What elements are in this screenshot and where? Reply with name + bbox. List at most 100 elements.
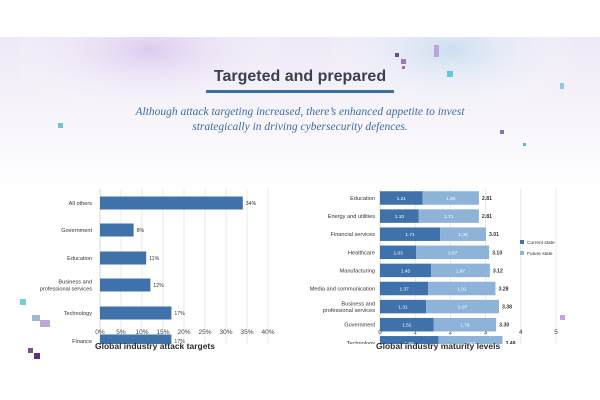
bar [100, 196, 243, 210]
current-value-label: 1.52 [402, 323, 412, 329]
bar-future-state [440, 227, 486, 241]
category-label: Financial services [331, 232, 376, 238]
total-value-label: 2.81 [482, 214, 492, 220]
x-tick-label: 25% [198, 329, 211, 336]
bar-current-state [380, 336, 439, 344]
category-label: Energy and utilities [328, 214, 375, 220]
x-tick-label: 0% [95, 329, 105, 336]
attack-targets-chart-title: Global industry attack targets [95, 341, 215, 351]
bar [100, 223, 134, 237]
future-value-label: 1.67 [456, 268, 466, 274]
category-label: Healthcare [348, 250, 375, 256]
bar-value-label: 17% [174, 339, 185, 344]
bar-future-state [431, 263, 490, 278]
bar-current-state [380, 209, 419, 223]
category-label: Technology [347, 341, 376, 344]
x-tick-label: 40% [261, 329, 274, 336]
bar-value-label: 12% [153, 283, 164, 289]
bar-value-label: 8% [137, 228, 145, 234]
category-label: Education [67, 256, 92, 262]
bar-future-state [428, 281, 496, 296]
x-tick-label: 0 [378, 329, 382, 336]
legend-label-current-state: Current state [527, 240, 555, 246]
category-label: Government [61, 228, 92, 234]
x-tick-label: 10% [135, 329, 148, 336]
bar-future-state [422, 191, 479, 205]
category-label: All others [69, 201, 93, 207]
total-value-label: 3.48 [505, 341, 515, 344]
x-tick-label: 3 [484, 329, 488, 336]
future-value-label: 1.91 [457, 287, 467, 293]
current-value-label: 1.10 [395, 214, 405, 220]
bar-future-state [418, 209, 479, 223]
x-tick-label: 5 [554, 329, 558, 336]
slide: Targeted and prepared Although attack ta… [0, 37, 600, 363]
bar-current-state [380, 299, 427, 314]
bar-current-state [380, 245, 417, 260]
category-label: Finance [72, 339, 92, 344]
category-label: Government [344, 323, 375, 329]
current-value-label: 1.45 [401, 268, 411, 274]
x-tick-label: 2 [449, 329, 453, 336]
bar-value-label: 17% [174, 311, 185, 317]
total-value-label: 3.38 [502, 305, 512, 311]
attack-targets-chart: 0% 5% 10% 15% 20% 25% 30% 35% 40% 34% All others 8%… [40, 189, 275, 344]
x-tick-label: 15% [156, 329, 169, 336]
legend-swatch-current-state [520, 240, 524, 244]
legend-label-future-state: Future state [527, 251, 553, 257]
x-tick-label: 5% [116, 329, 126, 336]
category-label: Manufacturing [340, 268, 375, 274]
bar-current-state [380, 317, 434, 332]
category-label: Media and communication [310, 287, 375, 293]
future-value-label: 1.60 [446, 196, 456, 202]
current-value-label: 1.21 [397, 196, 407, 202]
subtitle-line-1: Although attack targeting increased, the… [135, 106, 465, 118]
bar [100, 334, 172, 344]
category-label: Business and professional services [323, 301, 375, 314]
total-value-label: 3.30 [499, 323, 509, 329]
subtitle-line-2: strategically in driving cybersecurity d… [192, 121, 408, 133]
x-tick-label: 30% [219, 329, 232, 336]
bar-future-state [416, 245, 490, 260]
future-value-label: 1.30 [458, 232, 468, 238]
bar [100, 306, 172, 320]
total-value-label: 3.28 [498, 287, 508, 293]
maturity-levels-chart: 0 1 2 3 4 5 1.21 1.60 2.81 Education 1.10 1.71 2.81 E… [310, 189, 558, 344]
total-value-label: 3.01 [489, 232, 499, 238]
bar [100, 278, 151, 292]
page-subtitle: Although attack targeting increased, the… [40, 105, 560, 135]
x-tick-label: 20% [177, 329, 190, 336]
future-value-label: 2.07 [458, 305, 468, 311]
future-value-label: 1.82 [466, 341, 476, 344]
bar-future-state [426, 299, 499, 314]
bar-value-label: 34% [246, 201, 257, 207]
bar-value-label: 11% [149, 256, 159, 262]
bar-current-state [380, 263, 432, 278]
title-underline [206, 90, 394, 93]
x-tick-label: 4 [519, 329, 523, 336]
category-label: Technology [64, 311, 93, 317]
bar-future-state [438, 336, 503, 344]
page-title: Targeted and prepared [213, 68, 387, 85]
bar-future-state [433, 317, 497, 332]
future-value-label: 1.71 [444, 214, 454, 220]
current-value-label: 1.37 [399, 287, 409, 293]
total-value-label: 2.81 [482, 196, 492, 202]
current-value-label: 1.03 [393, 250, 403, 256]
future-value-label: 1.78 [460, 323, 470, 329]
current-value-label: 1.66 [405, 341, 415, 344]
maturity-levels-chart-title: Global industry maturity levels [376, 341, 501, 351]
total-value-label: 3.10 [492, 250, 502, 256]
background-decoration [20, 37, 570, 359]
category-label: Business and professional services [40, 280, 92, 293]
bar [100, 251, 147, 265]
bar-current-state [380, 227, 441, 241]
current-value-label: 1.31 [398, 305, 408, 311]
x-tick-label: 1 [413, 329, 417, 336]
legend-swatch-future-state [520, 251, 524, 255]
category-label: Education [350, 196, 375, 202]
x-tick-label: 35% [240, 329, 253, 336]
bar-current-state [380, 281, 429, 296]
future-value-label: 2.07 [448, 250, 458, 256]
total-value-label: 3.12 [493, 268, 503, 274]
